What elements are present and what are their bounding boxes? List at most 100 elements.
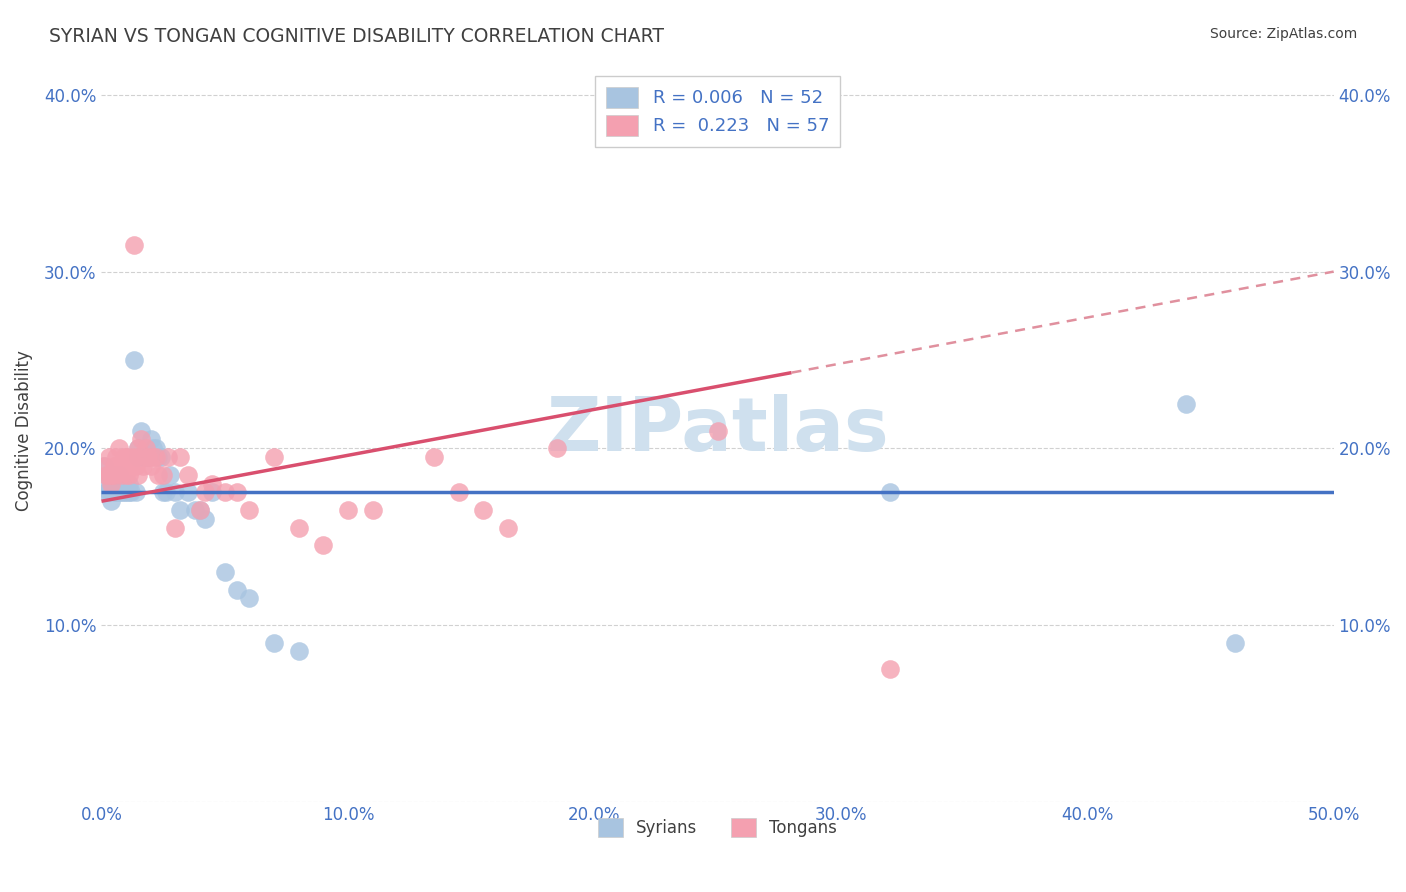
Syrians [96, 485, 118, 500]
Tongans [135, 442, 157, 456]
Tongans [117, 458, 139, 473]
Tongans [96, 467, 118, 482]
Tongans [336, 503, 359, 517]
Syrians [117, 476, 139, 491]
Tongans [105, 450, 128, 464]
Syrians [112, 485, 135, 500]
Syrians [188, 503, 211, 517]
Tongans [423, 450, 446, 464]
Syrians [238, 591, 260, 606]
Tongans [188, 503, 211, 517]
Tongans [146, 467, 169, 482]
Tongans [125, 458, 148, 473]
Syrians [93, 458, 115, 473]
Syrians [96, 476, 118, 491]
Tongans [139, 458, 162, 473]
Syrians [107, 467, 129, 482]
Tongans [177, 467, 200, 482]
Syrians [115, 485, 138, 500]
Legend: Syrians, Tongans: Syrians, Tongans [589, 809, 845, 846]
Tongans [122, 238, 145, 252]
Tongans [496, 521, 519, 535]
Tongans [129, 433, 152, 447]
Tongans [706, 424, 728, 438]
Syrians [159, 467, 181, 482]
Tongans [142, 450, 165, 464]
Syrians [110, 476, 132, 491]
Tongans [194, 485, 217, 500]
Y-axis label: Cognitive Disability: Cognitive Disability [15, 351, 32, 511]
Tongans [312, 538, 335, 552]
Tongans [100, 467, 122, 482]
Syrians [107, 485, 129, 500]
Syrians [129, 424, 152, 438]
Tongans [127, 442, 149, 456]
Tongans [169, 450, 191, 464]
Tongans [214, 485, 236, 500]
Syrians [142, 442, 165, 456]
Syrians [105, 476, 128, 491]
Tongans [107, 442, 129, 456]
Tongans [127, 467, 149, 482]
Syrians [115, 476, 138, 491]
Syrians [146, 450, 169, 464]
Tongans [100, 476, 122, 491]
Tongans [97, 450, 120, 464]
Tongans [115, 450, 138, 464]
Syrians [110, 485, 132, 500]
Tongans [472, 503, 495, 517]
Syrians [152, 485, 174, 500]
Tongans [103, 458, 125, 473]
Tongans [97, 467, 120, 482]
Tongans [152, 467, 174, 482]
Tongans [110, 467, 132, 482]
Syrians [1174, 397, 1197, 411]
Syrians [100, 476, 122, 491]
Tongans [165, 521, 187, 535]
Tongans [103, 467, 125, 482]
Tongans [879, 662, 901, 676]
Syrians [149, 450, 172, 464]
Syrians [136, 450, 159, 464]
Tongans [263, 450, 285, 464]
Syrians [165, 485, 187, 500]
Tongans [117, 467, 139, 482]
Tongans [546, 442, 568, 456]
Syrians [194, 512, 217, 526]
Syrians [105, 485, 128, 500]
Syrians [263, 635, 285, 649]
Syrians [145, 442, 167, 456]
Tongans [226, 485, 249, 500]
Text: ZIPatlas: ZIPatlas [547, 394, 889, 467]
Syrians [1223, 635, 1246, 649]
Syrians [132, 450, 155, 464]
Syrians [125, 485, 148, 500]
Tongans [105, 458, 128, 473]
Tongans [132, 458, 155, 473]
Text: Source: ZipAtlas.com: Source: ZipAtlas.com [1209, 27, 1357, 41]
Syrians [201, 485, 224, 500]
Tongans [361, 503, 384, 517]
Tongans [110, 458, 132, 473]
Tongans [447, 485, 470, 500]
Tongans [145, 450, 167, 464]
Tongans [120, 450, 142, 464]
Tongans [125, 450, 148, 464]
Tongans [112, 458, 135, 473]
Text: SYRIAN VS TONGAN COGNITIVE DISABILITY CORRELATION CHART: SYRIAN VS TONGAN COGNITIVE DISABILITY CO… [49, 27, 664, 45]
Syrians [139, 433, 162, 447]
Tongans [107, 458, 129, 473]
Tongans [201, 476, 224, 491]
Syrians [117, 485, 139, 500]
Syrians [226, 582, 249, 597]
Syrians [155, 485, 177, 500]
Tongans [287, 521, 309, 535]
Syrians [120, 485, 142, 500]
Syrians [100, 494, 122, 508]
Syrians [97, 467, 120, 482]
Tongans [156, 450, 179, 464]
Syrians [103, 485, 125, 500]
Syrians [127, 450, 149, 464]
Tongans [238, 503, 260, 517]
Syrians [127, 442, 149, 456]
